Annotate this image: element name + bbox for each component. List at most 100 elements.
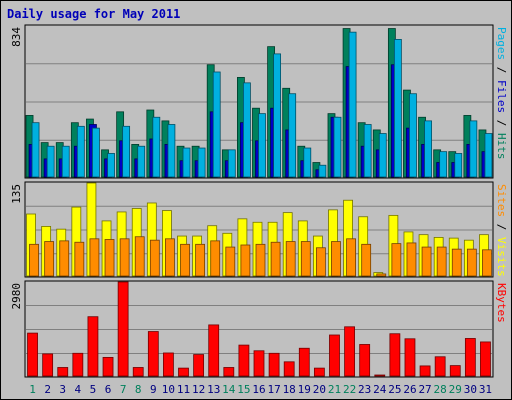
bar-pages-day-20 — [318, 164, 327, 178]
x-tick-label: 16 — [252, 383, 265, 396]
x-tick-label: 10 — [162, 383, 175, 396]
bar-kbytes-day-13 — [208, 324, 220, 377]
legend-entry: Visits — [495, 237, 508, 277]
bar-sites-day-7 — [119, 238, 130, 277]
bar-kbytes-day-20 — [313, 367, 325, 377]
bar-sites-day-23 — [361, 243, 372, 277]
x-tick-label: 26 — [403, 383, 416, 396]
x-tick-label: 8 — [135, 383, 142, 396]
bar-kbytes-day-14 — [223, 367, 235, 377]
bar-sites-day-4 — [74, 241, 85, 277]
x-tick-label: 25 — [388, 383, 401, 396]
bar-kbytes-day-29 — [449, 365, 461, 377]
x-tick-label: 6 — [105, 383, 112, 396]
bar-sites-day-14 — [225, 246, 236, 277]
x-tick-label: 28 — [434, 383, 447, 396]
bar-sites-day-20 — [315, 247, 326, 277]
bar-pages-day-2 — [46, 145, 55, 178]
bar-sites-day-12 — [195, 243, 206, 277]
bar-pages-day-8 — [137, 145, 146, 178]
bar-sites-day-17 — [270, 241, 281, 277]
bar-sites-day-3 — [59, 240, 70, 277]
bar-pages-day-15 — [243, 82, 251, 178]
bar-sites-day-2 — [44, 241, 55, 277]
bar-sites-day-21 — [331, 241, 341, 277]
bar-kbytes-day-23 — [359, 344, 371, 377]
bar-kbytes-day-3 — [57, 367, 69, 377]
legend-hits: Pages / Files / Hits — [495, 27, 508, 160]
bar-sites-day-28 — [436, 246, 447, 277]
legend-entry: Pages — [495, 27, 508, 60]
legend-entry: Sites — [495, 184, 508, 217]
bar-sites-day-6 — [104, 239, 115, 277]
bar-pages-day-6 — [107, 153, 115, 178]
bar-pages-day-16 — [258, 113, 266, 178]
bar-pages-day-18 — [288, 93, 297, 178]
bar-sites-day-18 — [285, 241, 296, 277]
bar-kbytes-day-10 — [163, 352, 174, 377]
legend-entry: KBytes — [495, 283, 508, 323]
x-tick-label: 21 — [328, 383, 341, 396]
bar-sites-day-26 — [406, 242, 417, 277]
bar-pages-day-21 — [333, 116, 342, 178]
bar-kbytes-day-18 — [283, 361, 295, 377]
bar-pages-day-26 — [409, 93, 417, 178]
x-tick-label: 3 — [59, 383, 66, 396]
bar-sites-day-15 — [240, 244, 251, 277]
bar-sites-day-5 — [89, 238, 100, 277]
bar-pages-day-4 — [76, 125, 85, 178]
y-max-label-kbytes: 2980 — [10, 283, 23, 310]
bar-kbytes-day-11 — [178, 367, 189, 377]
bar-pages-day-22 — [348, 31, 357, 178]
bar-sites-day-22 — [346, 238, 356, 277]
bar-sites-day-27 — [421, 246, 432, 277]
bar-kbytes-day-4 — [72, 352, 84, 377]
bar-pages-day-5 — [92, 127, 100, 178]
bar-kbytes-day-26 — [404, 338, 416, 377]
bar-pages-day-17 — [273, 53, 281, 178]
bar-pages-day-12 — [197, 147, 206, 178]
legend-entry: Hits — [495, 133, 508, 160]
bar-sites-day-24 — [376, 273, 387, 277]
bar-kbytes-day-15 — [238, 344, 250, 377]
x-tick-label: 4 — [75, 383, 82, 396]
x-tick-label: 12 — [192, 383, 205, 396]
bar-pages-day-31 — [484, 133, 493, 178]
legend-entry: / — [495, 113, 508, 133]
bar-kbytes-day-1 — [27, 332, 38, 377]
x-tick-label: 13 — [207, 383, 220, 396]
bar-sites-day-19 — [300, 241, 311, 277]
x-tick-label: 29 — [449, 383, 462, 396]
bar-pages-day-14 — [227, 149, 236, 178]
x-tick-label: 14 — [222, 383, 236, 396]
bar-pages-day-7 — [122, 125, 131, 178]
bar-pages-day-27 — [424, 120, 432, 178]
legend-kbytes: KBytes — [495, 283, 508, 323]
x-tick-label: 30 — [464, 383, 477, 396]
bar-kbytes-day-9 — [147, 331, 159, 377]
bar-pages-day-10 — [167, 124, 176, 178]
bar-pages-day-24 — [378, 133, 387, 178]
y-max-label-visits: 135 — [10, 184, 23, 204]
x-tick-label: 20 — [313, 383, 326, 396]
bar-pages-day-1 — [31, 122, 40, 178]
bar-kbytes-day-22 — [344, 326, 355, 377]
bar-sites-day-16 — [255, 243, 266, 277]
bar-kbytes-day-2 — [42, 353, 54, 377]
bar-kbytes-day-24 — [374, 374, 386, 377]
x-tick-label: 5 — [90, 383, 97, 396]
y-max-label-hits: 834 — [10, 27, 23, 47]
bar-sites-day-11 — [180, 243, 190, 277]
bar-kbytes-day-17 — [268, 352, 280, 377]
bar-pages-day-25 — [393, 38, 402, 178]
bar-sites-day-29 — [451, 248, 462, 277]
x-tick-label: 27 — [418, 383, 431, 396]
x-tick-label: 18 — [283, 383, 296, 396]
bar-pages-day-19 — [303, 147, 312, 178]
bar-kbytes-day-30 — [464, 338, 476, 377]
bar-sites-day-9 — [149, 239, 160, 277]
bar-sites-day-30 — [466, 248, 477, 277]
legend-entry: Files — [495, 80, 508, 113]
x-tick-label: 1 — [29, 383, 36, 396]
